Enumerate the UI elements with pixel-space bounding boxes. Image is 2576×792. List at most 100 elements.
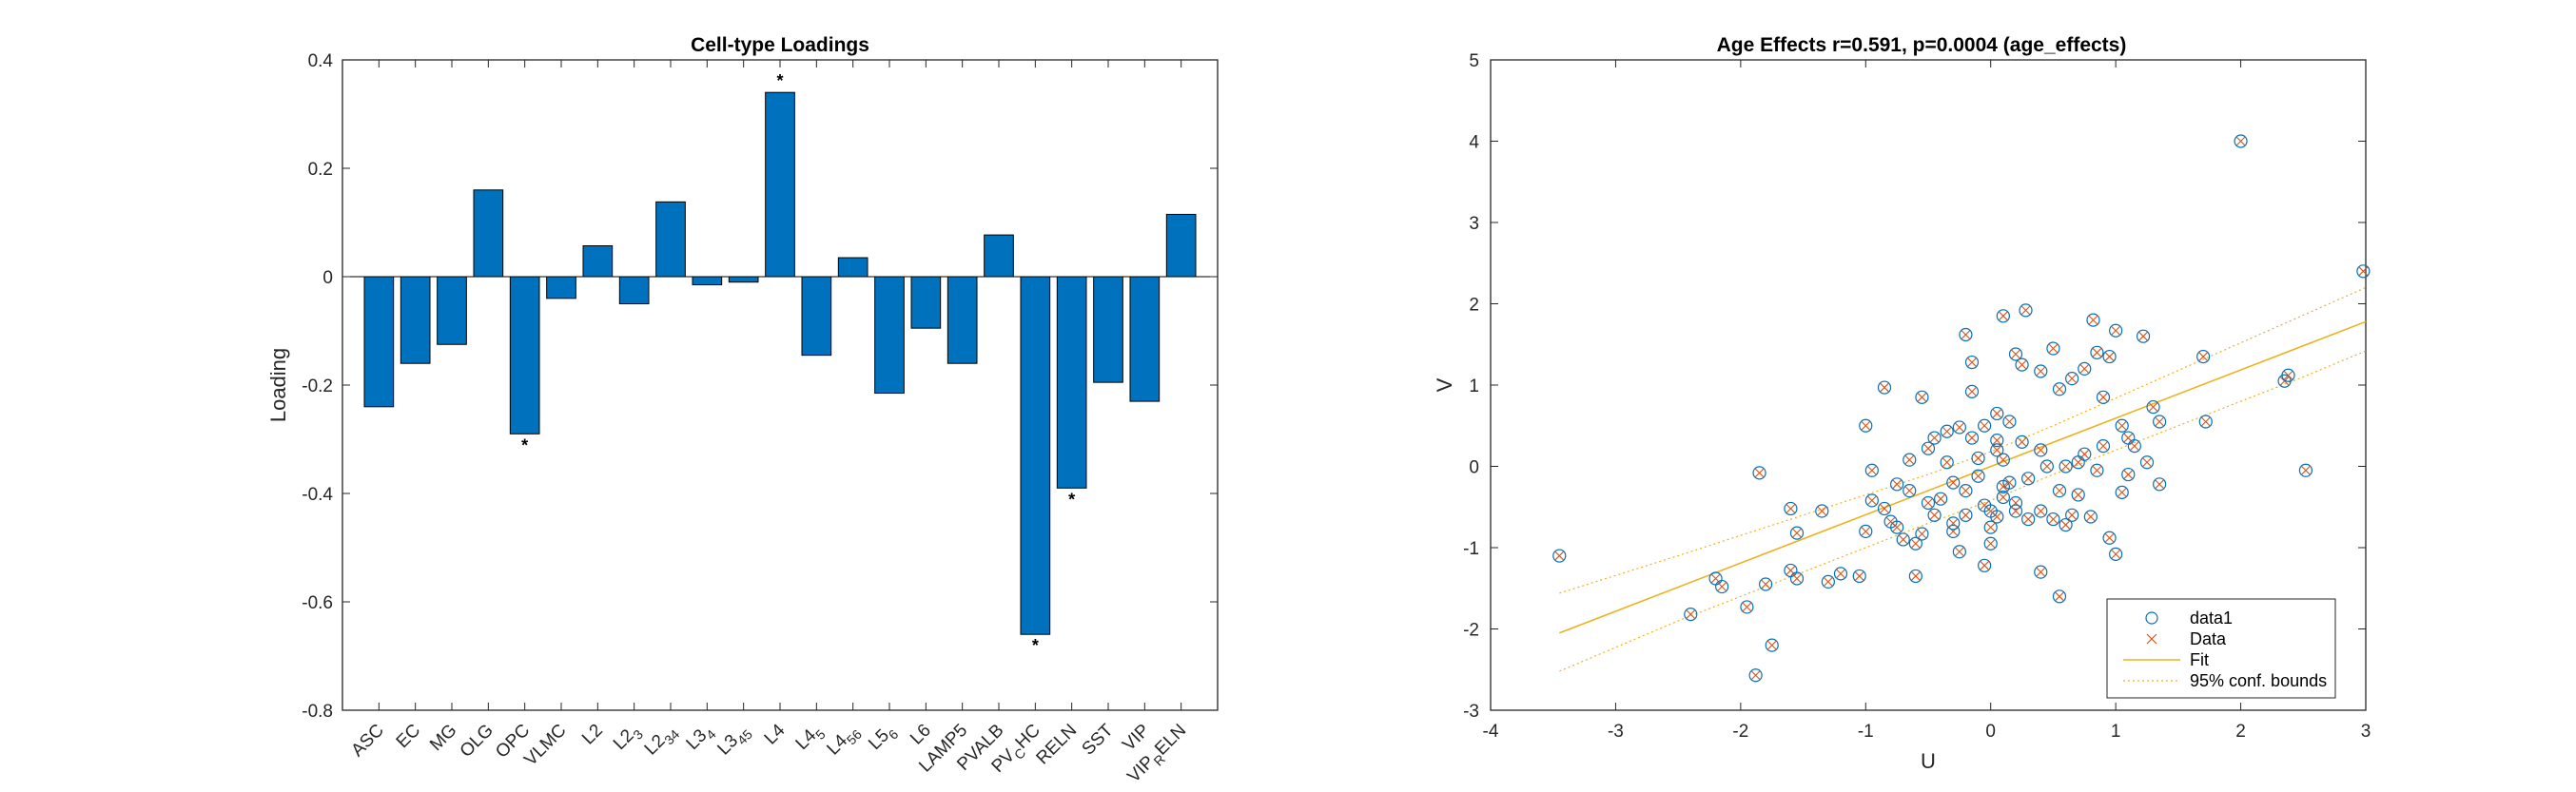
data-point [2046,341,2060,356]
data-point-x [1961,486,1971,496]
data-point-circle [1852,569,1866,584]
data-point-circle [2146,399,2160,415]
data-point [2298,463,2313,477]
data-point-x [1992,435,2002,446]
data-point-circle [1890,520,1904,534]
data-point [2090,463,2104,477]
data-point-x [1973,471,1983,481]
data-point-circle [1964,431,1980,445]
data-point-x [2079,364,2090,374]
data-point-x [1929,433,1940,443]
data-point-x [1904,486,1915,496]
data-point [2039,459,2054,473]
data-point [1927,431,1942,445]
data-point-circle [2008,347,2023,361]
data-point-x [1992,445,2002,455]
data-point-x [1948,518,1959,529]
data-point [1959,327,1973,342]
data-point-x [2055,591,2064,602]
bar [473,189,504,278]
data-point [1959,508,1973,522]
data-point [2356,264,2371,279]
data-point-x [2085,512,2096,522]
data-point [2281,368,2295,382]
data-point [2046,512,2060,527]
data-point-circle [2046,512,2060,527]
scatter-points [1552,134,2371,683]
data-point-x [2067,374,2078,384]
legend-circle-marker [2145,611,2158,625]
data-point [1996,490,2010,505]
data-point [1890,520,1904,534]
data-point [2096,390,2111,404]
data-point-circle [2052,484,2067,498]
data-point [2196,349,2211,364]
x-tick-label: -1 [1858,722,1874,742]
data-point [2015,435,2029,449]
data-point-x [2004,477,2015,488]
data-point-x [1973,454,1983,463]
data-point-x [2283,370,2293,380]
data-point-x [1998,481,2008,492]
x-tick-label: ASC [347,721,387,761]
data-point [2153,415,2167,429]
x-tick-label: EC [393,721,425,753]
data-point [1852,569,1866,584]
data-point [2002,415,2017,429]
data-point-circle [1748,668,1763,683]
data-point-x [2155,479,2165,490]
data-point-circle [1921,441,1936,455]
data-point-x [1817,506,1827,516]
data-point [1740,600,1754,614]
data-point [2102,349,2117,364]
y-tick-label: 1 [1469,377,1479,396]
data-point-x [2055,384,2064,395]
data-point-x [1854,571,1864,581]
data-point [1833,567,1848,581]
data-point-circle [1996,453,2010,467]
data-point-circle [1940,455,1954,470]
data-point-x [1985,538,1996,549]
data-point-circle [2102,349,2117,364]
x-tick-label: L4 [761,720,790,748]
data-point-circle [2136,329,2151,343]
data-point [1815,504,1829,518]
data-point-circle [1983,504,1998,518]
y-tick-label: -1 [1463,539,1479,559]
data-point-x [1754,468,1765,478]
data-point-x [1917,392,1927,402]
data-point [1964,431,1980,445]
x-tick-label: SST [1079,720,1118,759]
data-point-x [2358,266,2369,277]
data-point-circle [2046,341,2060,356]
data-point [1864,493,1879,508]
significance-marker: * [521,435,528,454]
data-point [2146,399,2160,415]
data-point [1908,536,1922,551]
x-tick-label-base: OLG [457,721,498,762]
data-point-circle [1959,327,1973,342]
data-point-circle [2071,455,2085,470]
data-point-x [1967,433,1977,443]
data-point-circle [1990,443,2004,457]
bar [582,245,614,278]
bar [1020,276,1051,635]
data-point-circle [2115,418,2129,433]
data-point-x [2198,352,2209,361]
data-point-x [1910,571,1921,581]
data-point [1996,309,2010,323]
legend-label: Data [2190,629,2227,648]
data-point [2090,345,2104,359]
data-point [1934,492,1948,506]
data-point [1789,526,1805,540]
data-point [2052,484,2067,498]
data-point-circle [1552,549,1567,563]
data-point-x [1998,311,2008,321]
x-tick-label: VIP [1119,721,1154,756]
y-tick-label: 0.2 [308,160,333,180]
data-point-x [1998,493,2008,502]
data-point-circle [1934,492,1948,506]
data-point [1915,390,1929,404]
data-point-x [2036,506,2046,516]
